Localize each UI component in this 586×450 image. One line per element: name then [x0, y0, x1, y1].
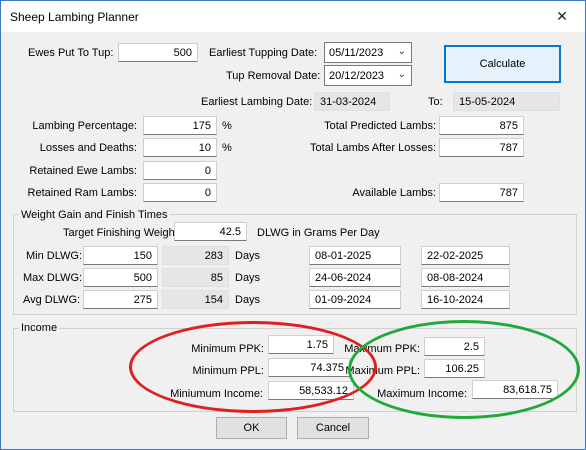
min-dlwg-days-value: 283 [162, 246, 229, 265]
retained-ewe-input[interactable]: 0 [143, 161, 217, 180]
to-label: To: [428, 96, 443, 108]
losses-input[interactable]: 10 [143, 138, 217, 157]
retained-ram-label: Retained Ram Lambs: [27, 187, 137, 199]
total-predicted-label: Total Predicted Lambs: [324, 120, 436, 132]
red-highlight-ellipse [129, 321, 377, 413]
losses-label: Losses and Deaths: [39, 142, 137, 154]
losses-unit: % [222, 142, 232, 154]
total-after-losses-label: Total Lambs After Losses: [310, 142, 436, 154]
max-dlwg-days-label: Days [235, 272, 261, 284]
max-dlwg-days-value: 85 [162, 268, 229, 287]
avg-dlwg-input[interactable]: 275 [83, 290, 158, 309]
tup-removal-date-value: 20/12/2023 [329, 70, 385, 82]
ok-button[interactable]: OK [216, 417, 287, 439]
earliest-tupping-date-value: 05/11/2023 [329, 47, 384, 59]
available-lambs-label: Available Lambs: [352, 187, 436, 199]
min-dlwg-date-end: 22-02-2025 [421, 246, 510, 265]
close-icon: ✕ [556, 8, 568, 24]
weight-gain-group-title: Weight Gain and Finish Times [19, 208, 170, 222]
max-dlwg-date-end: 08-08-2024 [421, 268, 510, 287]
tup-removal-label: Tup Removal Date: [226, 70, 321, 82]
min-dlwg-days-label: Days [235, 250, 261, 262]
latest-lambing-date-value: 15-05-2024 [453, 92, 560, 111]
retained-ewe-label: Retained Ewe Lambs: [29, 165, 137, 177]
cancel-button[interactable]: Cancel [297, 417, 369, 439]
max-dlwg-input[interactable]: 500 [83, 268, 158, 287]
min-dlwg-label: Min DLWG: [26, 250, 83, 262]
avg-dlwg-date-start: 01-09-2024 [309, 290, 401, 309]
weight-gain-group [13, 214, 577, 315]
window-title: Sheep Lambing Planner [10, 10, 139, 24]
lambing-percentage-label: Lambing Percentage: [32, 120, 137, 132]
lambing-percentage-unit: % [222, 120, 232, 132]
avg-dlwg-date-end: 16-10-2024 [421, 290, 510, 309]
avg-dlwg-days-value: 154 [162, 290, 229, 309]
target-weight-label: Target Finishing Weight: [63, 227, 181, 239]
target-weight-unit: DLWG in Grams Per Day [257, 227, 380, 239]
chevron-down-icon[interactable]: ⌄ [397, 46, 406, 57]
retained-ram-input[interactable]: 0 [143, 183, 217, 202]
tup-removal-date-picker[interactable]: 20/12/2023 ⌄ [324, 65, 412, 86]
earliest-tupping-label: Earliest Tupping Date: [209, 47, 318, 59]
max-dlwg-date-start: 24-06-2024 [309, 268, 401, 287]
ewes-label: Ewes Put To Tup: [28, 47, 114, 59]
calculate-button[interactable]: Calculate [444, 45, 561, 83]
min-dlwg-date-start: 08-01-2025 [309, 246, 401, 265]
max-dlwg-label: Max DLWG: [23, 272, 83, 284]
chevron-down-icon[interactable]: ⌄ [397, 69, 406, 80]
min-dlwg-input[interactable]: 150 [83, 246, 158, 265]
ewes-input[interactable]: 500 [118, 43, 198, 62]
target-weight-input[interactable]: 42.5 [174, 222, 247, 241]
available-lambs-value: 787 [439, 183, 524, 202]
earliest-tupping-date-picker[interactable]: 05/11/2023 ⌄ [324, 42, 412, 63]
total-predicted-value: 875 [439, 116, 524, 135]
total-after-losses-value: 787 [439, 138, 524, 157]
lambing-percentage-input[interactable]: 175 [143, 116, 217, 135]
earliest-lambing-label: Earliest Lambing Date: [201, 96, 313, 108]
income-group-title: Income [19, 321, 60, 335]
earliest-lambing-date-value: 31-03-2024 [314, 92, 390, 111]
avg-dlwg-days-label: Days [235, 294, 261, 306]
green-highlight-ellipse [348, 320, 580, 419]
title-bar: Sheep Lambing Planner ✕ [1, 1, 585, 32]
close-button[interactable]: ✕ [539, 1, 585, 32]
avg-dlwg-label: Avg DLWG: [23, 294, 81, 306]
